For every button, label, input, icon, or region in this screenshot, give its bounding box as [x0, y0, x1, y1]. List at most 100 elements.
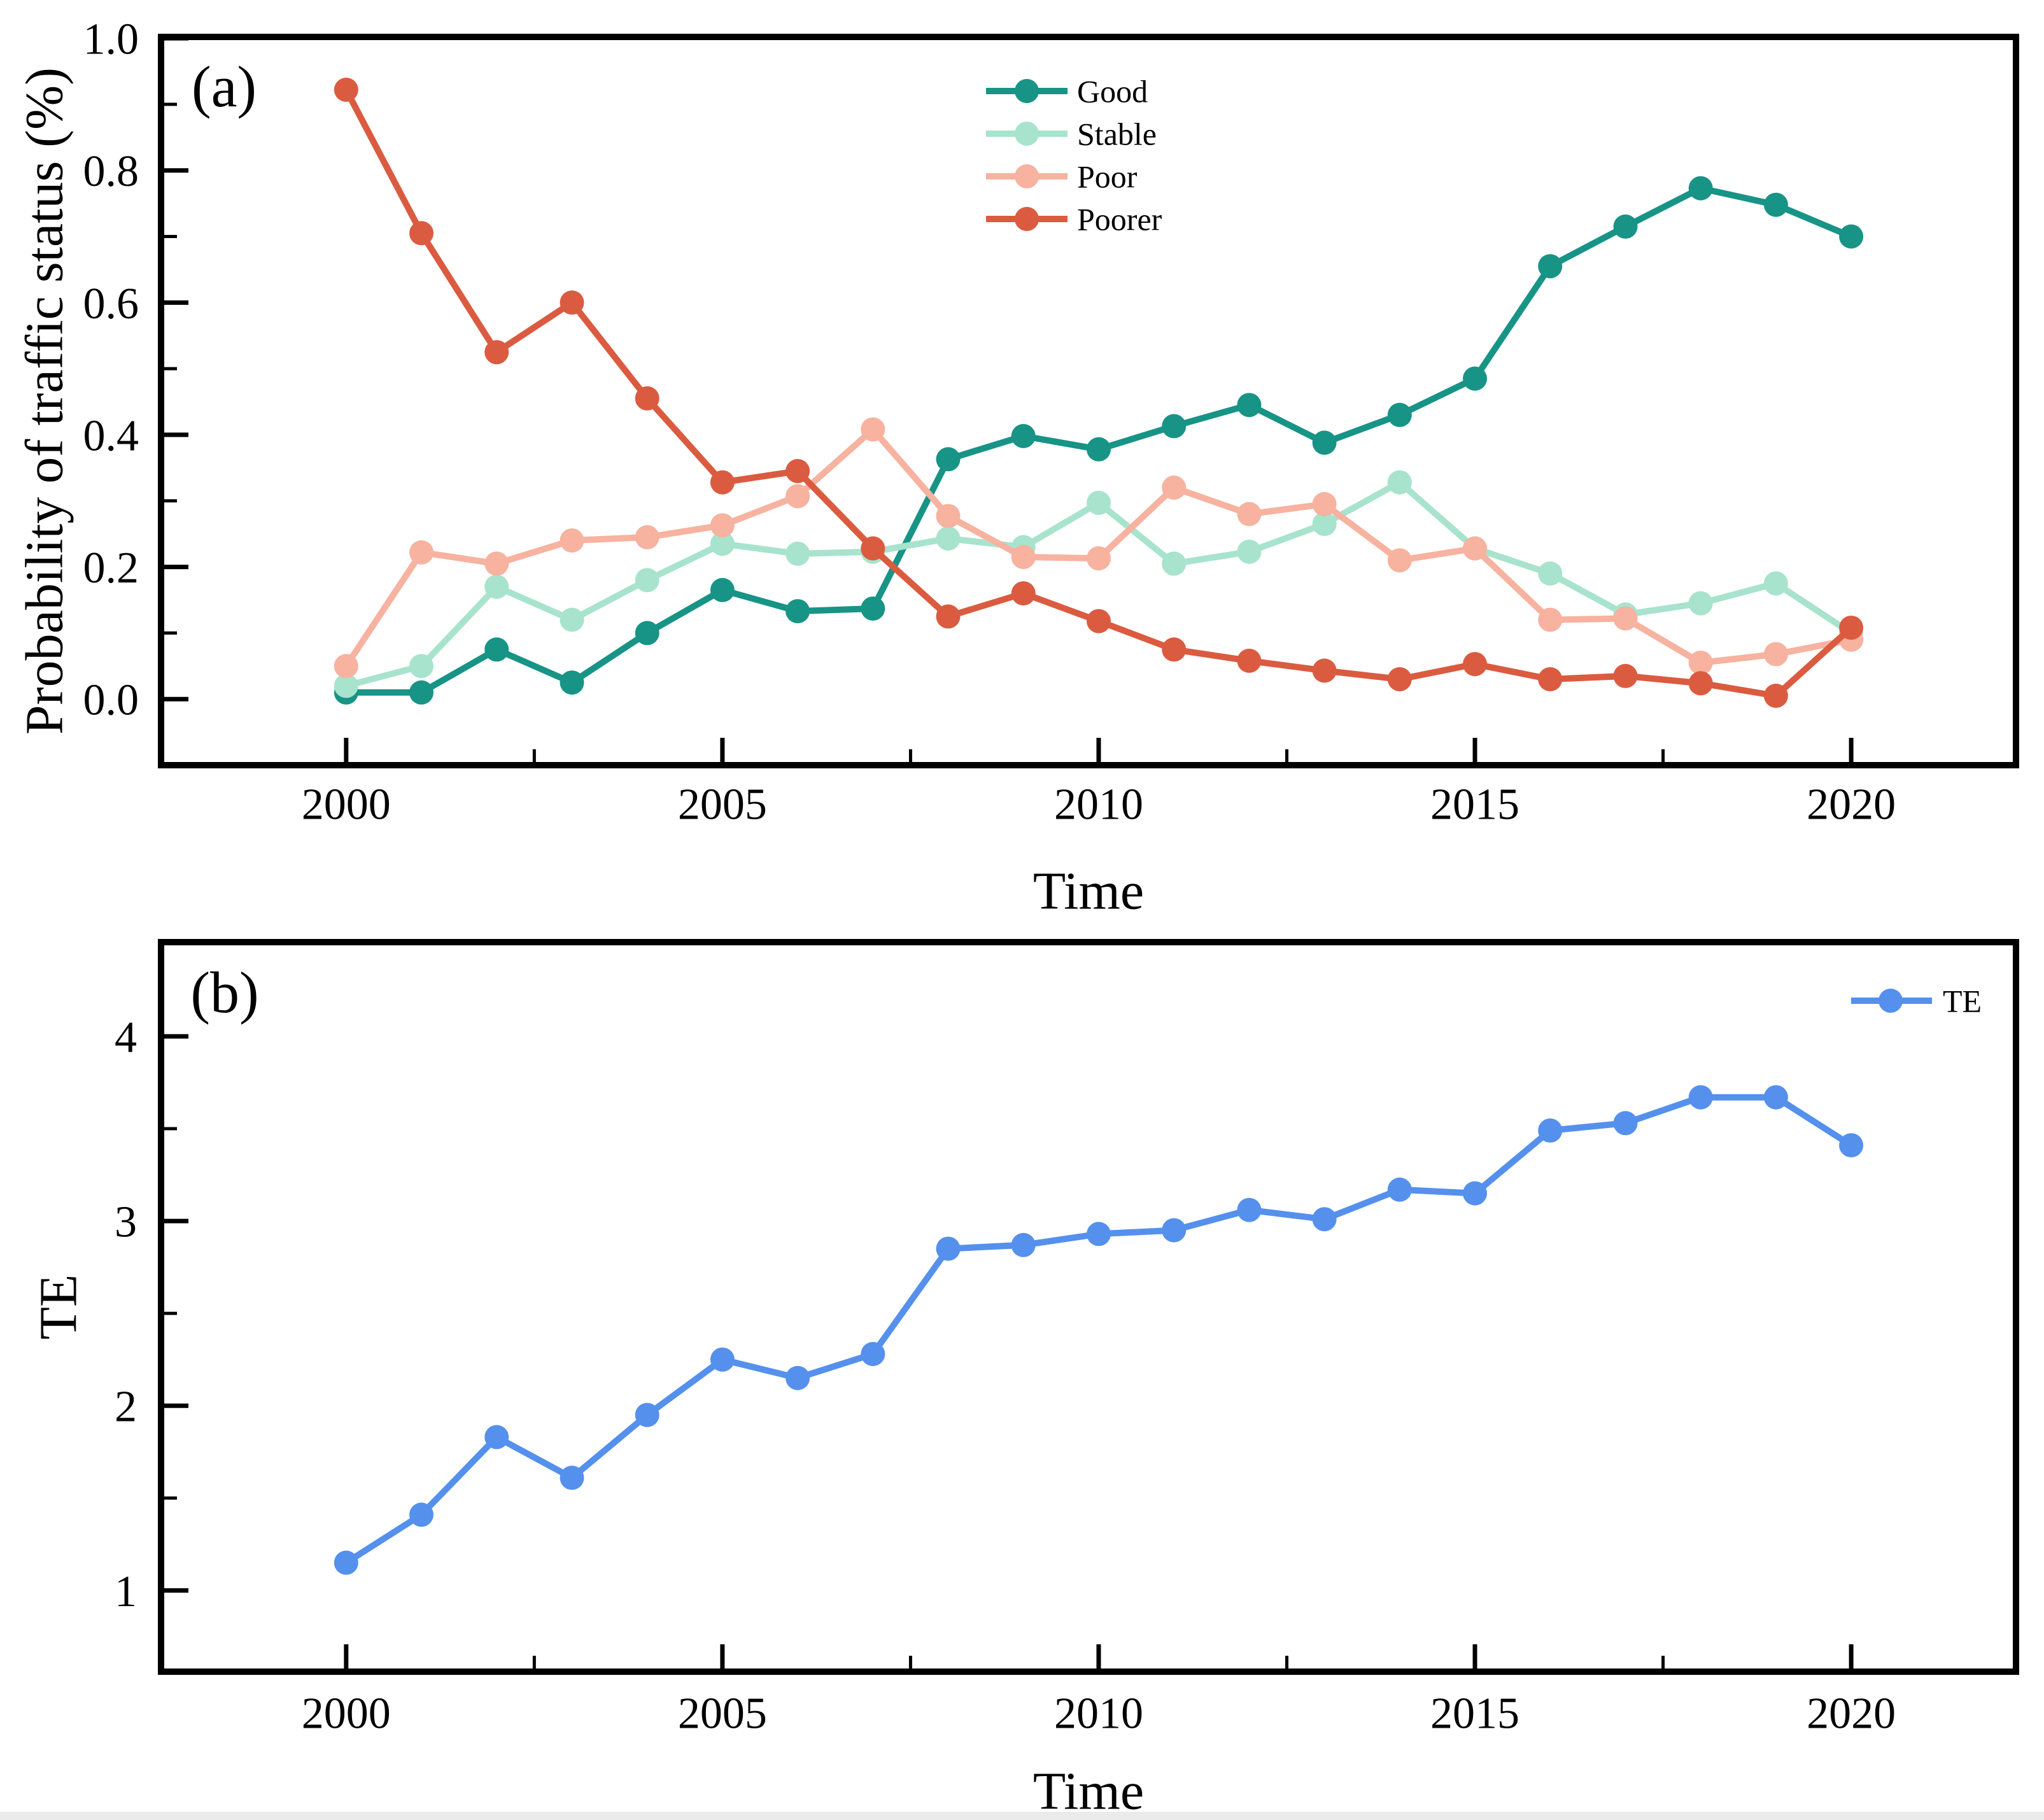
data-point	[1538, 1118, 1563, 1143]
data-point	[1763, 684, 1788, 708]
data-point	[409, 1502, 433, 1527]
data-point	[1839, 616, 1864, 640]
x-tick-label: 2010	[1054, 1689, 1143, 1739]
legend-marker	[1015, 207, 1039, 231]
data-point	[1613, 606, 1638, 631]
series-poor	[334, 417, 1864, 679]
data-point	[1387, 470, 1412, 495]
data-point	[710, 513, 735, 538]
data-point	[1087, 1222, 1111, 1246]
data-point	[786, 484, 810, 509]
data-point	[1688, 1085, 1713, 1110]
panel-a-plot-area: 2000 2005 2010 2015 2020 0.0 0.2 0.4 0.6 0.8 1.0	[83, 15, 2019, 829]
y-tick-label: 0.2	[83, 544, 139, 593]
data-point	[1463, 366, 1487, 391]
data-point	[1162, 414, 1187, 439]
data-point	[635, 568, 659, 593]
series-line	[342, 1094, 1855, 1566]
data-point	[635, 1402, 659, 1427]
data-point	[484, 340, 509, 365]
y-tick-label: 1	[115, 1567, 137, 1616]
data-point	[1387, 548, 1412, 573]
data-point	[409, 540, 433, 565]
data-point	[560, 607, 584, 632]
data-point	[1162, 476, 1187, 500]
data-point	[1463, 536, 1487, 561]
data-point	[1087, 546, 1111, 571]
data-point	[1613, 663, 1638, 688]
data-point	[560, 1465, 584, 1490]
data-point	[786, 599, 810, 624]
x-tick-label: 2020	[1807, 780, 1896, 829]
data-point	[710, 532, 735, 556]
x-tick-label: 2015	[1430, 1689, 1519, 1739]
data-point	[936, 447, 961, 472]
legend-marker	[1878, 989, 1903, 1013]
series-te	[334, 1085, 1864, 1575]
data-point	[861, 417, 885, 442]
data-point	[334, 674, 358, 698]
data-point	[1011, 1232, 1036, 1257]
data-point	[936, 604, 961, 629]
y-tick-label: 0.4	[83, 411, 139, 460]
legend-marker	[1015, 79, 1039, 103]
data-point	[1162, 1218, 1187, 1243]
panel-b-x-axis-title: Time	[1033, 1761, 1144, 1820]
data-point	[1763, 571, 1788, 596]
data-point	[1688, 651, 1713, 675]
data-point	[786, 541, 810, 566]
x-tick-label: 2020	[1807, 1689, 1896, 1739]
y-tick-label: 0.8	[83, 147, 139, 196]
data-point	[560, 528, 584, 553]
data-point	[710, 577, 735, 602]
data-point	[1312, 512, 1337, 537]
panel-a-letter: (a)	[192, 54, 257, 119]
y-tick-label: 2	[115, 1383, 137, 1432]
data-point	[635, 621, 659, 645]
legend-label: Stable	[1077, 116, 1157, 152]
plot-frame	[158, 34, 2019, 768]
data-point	[1839, 224, 1864, 249]
legend-item-poorer: Poorer	[986, 202, 1162, 237]
x-tick-label: 2000	[302, 1689, 391, 1739]
data-point	[334, 1550, 358, 1575]
data-point	[1387, 667, 1412, 691]
data-point	[1839, 1133, 1864, 1158]
data-point	[560, 670, 584, 695]
bottom-gray-strip	[0, 1812, 2044, 1820]
x-tick-label: 2005	[678, 1689, 767, 1739]
legend-item-good: Good	[986, 74, 1148, 109]
legend-label: Good	[1077, 74, 1148, 109]
data-point	[1463, 652, 1487, 677]
data-point	[1312, 430, 1337, 455]
data-point	[1162, 637, 1187, 662]
legend-item-poor: Poor	[986, 159, 1138, 195]
panel-a-y-axis-title: Probability of traffic status (%)	[15, 67, 74, 735]
data-point	[1463, 1181, 1487, 1206]
data-point	[334, 78, 358, 102]
data-point	[861, 596, 885, 621]
data-point	[1237, 649, 1262, 673]
data-point	[560, 290, 584, 315]
data-point	[936, 526, 961, 551]
panel-a-x-axis-title: Time	[1033, 861, 1144, 921]
data-point	[1688, 671, 1713, 696]
data-point	[1538, 561, 1563, 586]
data-point	[484, 574, 509, 599]
legend-marker	[1015, 122, 1039, 146]
data-point	[710, 1347, 735, 1372]
y-tick-label: 0.6	[83, 279, 139, 328]
data-point	[1538, 667, 1563, 691]
data-point	[1763, 642, 1788, 667]
x-tick-label: 2005	[678, 780, 767, 829]
data-point	[786, 459, 810, 483]
panel-b-letter: (b)	[190, 960, 258, 1025]
x-tick-label: 2010	[1054, 780, 1143, 829]
data-point	[1237, 393, 1262, 418]
legend-label: Poor	[1077, 159, 1138, 195]
data-point	[484, 551, 509, 576]
data-point	[635, 386, 659, 411]
series-poorer	[334, 78, 1864, 708]
legend-label: Poorer	[1077, 202, 1162, 237]
